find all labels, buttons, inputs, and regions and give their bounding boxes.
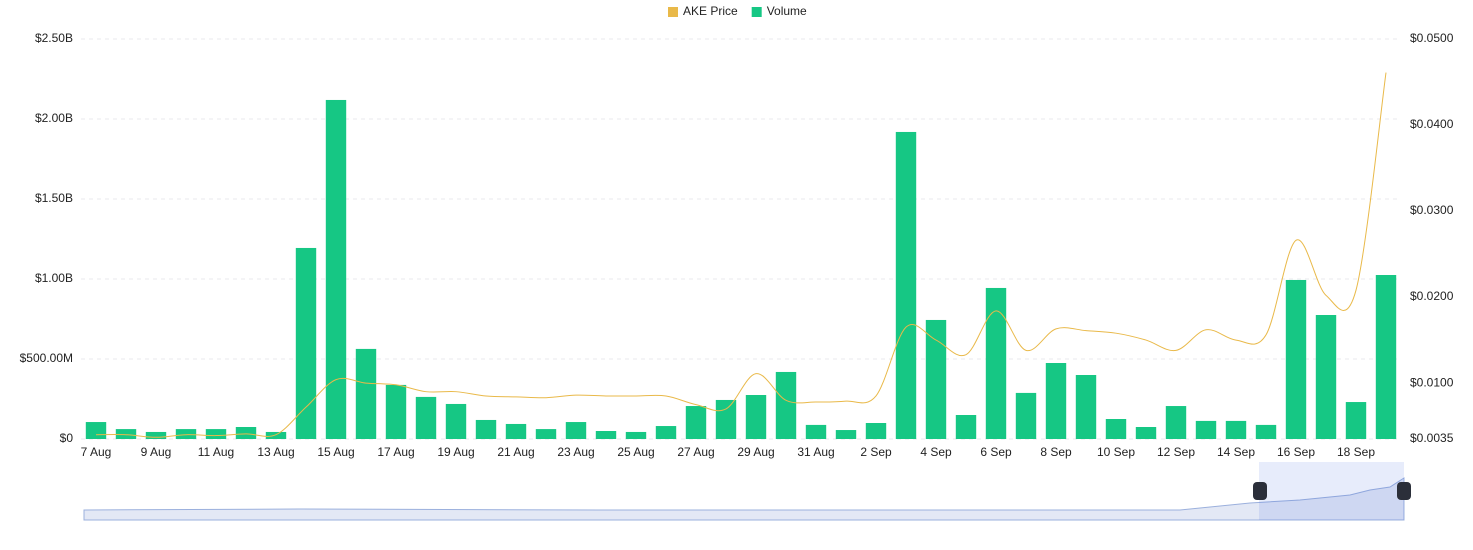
x-tick-label: 15 Aug — [317, 445, 354, 459]
y2-tick-label: $0.0500 — [1410, 31, 1454, 45]
x-tick-label: 27 Aug — [677, 445, 714, 459]
y-tick-label: $0 — [60, 431, 74, 445]
bar — [955, 415, 977, 439]
bar — [655, 426, 677, 439]
x-tick-label: 12 Sep — [1157, 445, 1195, 459]
bar — [295, 247, 317, 439]
bar — [745, 395, 767, 439]
bar — [475, 419, 497, 439]
y-tick-label: $500.00M — [20, 351, 73, 365]
navigator-selection[interactable] — [1259, 462, 1404, 520]
bar — [1135, 427, 1157, 439]
bar — [1255, 424, 1277, 439]
navigator-handle[interactable] — [1397, 482, 1411, 500]
y2-tick-label: $0.0300 — [1410, 203, 1454, 217]
x-tick-label: 7 Aug — [81, 445, 112, 459]
navigator — [83, 462, 1411, 521]
x-tick-label: 14 Sep — [1217, 445, 1255, 459]
y2-tick-label: $0.0400 — [1410, 117, 1454, 131]
bar — [1015, 392, 1037, 439]
navigator-area — [83, 477, 1405, 521]
bar — [415, 396, 437, 439]
bar — [805, 424, 827, 439]
legend-label: Volume — [767, 4, 807, 18]
bar — [1195, 420, 1217, 439]
bar — [865, 423, 887, 439]
plot — [81, 38, 1404, 440]
x-tick-label: 13 Aug — [257, 445, 294, 459]
bar — [835, 430, 857, 439]
y-tick-label: $1.50B — [35, 191, 73, 205]
x-tick-label: 31 Aug — [797, 445, 834, 459]
bar — [1075, 375, 1097, 439]
bar — [1285, 279, 1307, 439]
bar — [625, 431, 647, 439]
bar — [175, 429, 197, 439]
price-line — [95, 72, 1387, 438]
bar — [445, 403, 467, 439]
x-tick-label: 8 Sep — [1040, 445, 1072, 459]
x-tick-label: 18 Sep — [1337, 445, 1375, 459]
bar — [1315, 315, 1337, 439]
bar — [115, 429, 137, 439]
legend-swatch — [751, 7, 762, 17]
bar — [205, 429, 227, 439]
x-tick-label: 9 Aug — [141, 445, 172, 459]
x-tick-label: 29 Aug — [737, 445, 774, 459]
bar — [85, 422, 107, 439]
bar — [1105, 419, 1127, 439]
x-tick-label: 2 Sep — [860, 445, 892, 459]
bar — [895, 131, 917, 439]
y-tick-label: $2.00B — [35, 111, 73, 125]
bar — [1045, 363, 1067, 439]
x-tick-label: 19 Aug — [437, 445, 474, 459]
bar — [235, 427, 257, 439]
x-tick-label: 21 Aug — [497, 445, 534, 459]
x-tick-label: 16 Sep — [1277, 445, 1315, 459]
bar — [1165, 406, 1187, 439]
x-tick-label: 6 Sep — [980, 445, 1012, 459]
bar — [985, 287, 1007, 439]
x-tick-label: 23 Aug — [557, 445, 594, 459]
bar — [1345, 402, 1367, 439]
x-tick-label: 10 Sep — [1097, 445, 1135, 459]
bar — [355, 348, 377, 439]
bar — [595, 431, 617, 439]
y2-tick-label: $0.0035 — [1410, 431, 1454, 445]
bar — [565, 422, 587, 439]
x-tick-label: 11 Aug — [198, 445, 234, 459]
bar — [505, 423, 527, 439]
legend-label: AKE Price — [683, 4, 738, 18]
bar — [265, 431, 287, 439]
x-tick-label: 25 Aug — [617, 445, 654, 459]
bar — [325, 99, 347, 440]
bar — [685, 406, 707, 439]
legend-swatch — [668, 7, 678, 17]
bar — [715, 399, 737, 439]
y-tick-label: $2.50B — [35, 31, 73, 45]
navigator-handle[interactable] — [1253, 482, 1267, 500]
bar — [535, 429, 557, 439]
x-tick-label: 4 Sep — [920, 445, 952, 459]
bar — [1225, 420, 1247, 439]
y-tick-label: $1.00B — [35, 271, 73, 285]
y2-tick-label: $0.0200 — [1410, 289, 1454, 303]
bar — [775, 371, 797, 439]
x-tick-label: 17 Aug — [377, 445, 414, 459]
bar — [925, 319, 947, 439]
bar — [145, 431, 167, 439]
y2-tick-label: $0.0100 — [1410, 375, 1454, 389]
bar — [385, 384, 407, 439]
bar — [1375, 275, 1397, 439]
